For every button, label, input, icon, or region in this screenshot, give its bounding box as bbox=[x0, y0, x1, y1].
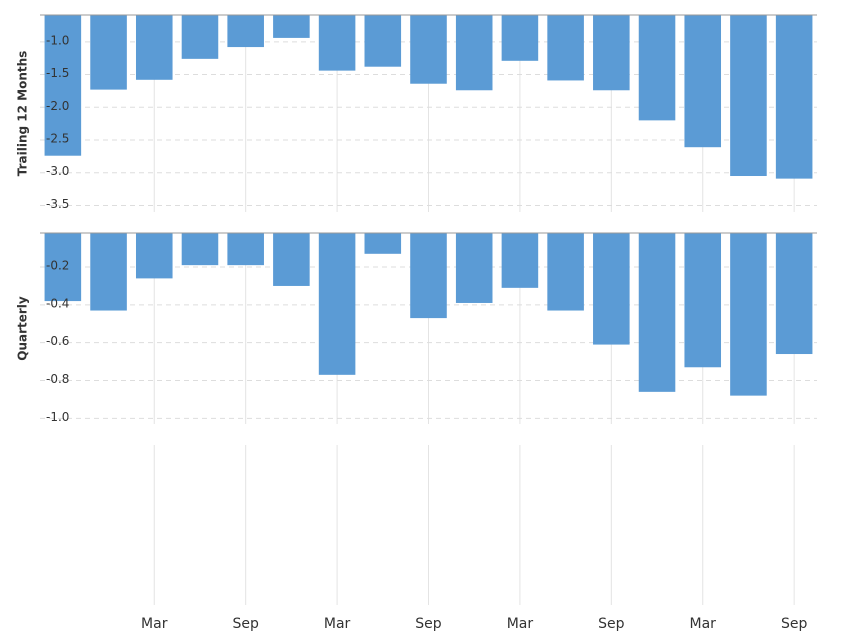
bar bbox=[730, 233, 767, 396]
y-tick-label: -0.2 bbox=[46, 259, 69, 273]
y-axis-title: Trailing 12 Months bbox=[16, 51, 30, 177]
bar bbox=[593, 233, 630, 345]
bar bbox=[90, 233, 127, 311]
bar bbox=[730, 15, 767, 177]
bar bbox=[593, 15, 630, 91]
bar bbox=[318, 233, 356, 375]
x-tick-label: Sep bbox=[598, 616, 625, 632]
bar bbox=[638, 15, 676, 121]
x-tick-label: Sep bbox=[781, 616, 808, 632]
bar bbox=[547, 233, 584, 311]
bar bbox=[547, 15, 584, 81]
bar bbox=[410, 233, 447, 319]
bar bbox=[227, 233, 264, 266]
x-tick-label: Mar bbox=[507, 616, 534, 632]
y-tick-label: -1.0 bbox=[46, 33, 69, 47]
bar bbox=[364, 15, 402, 67]
x-tick-label: Sep bbox=[415, 616, 442, 632]
y-tick-label: -1.5 bbox=[46, 66, 69, 80]
bar bbox=[455, 233, 493, 303]
y-tick-label: -0.6 bbox=[46, 334, 69, 348]
y-tick-label: -3.0 bbox=[46, 164, 69, 178]
y-tick-label: -0.4 bbox=[46, 296, 69, 310]
bar bbox=[227, 15, 264, 48]
bar bbox=[775, 233, 813, 355]
bar bbox=[273, 15, 310, 38]
bar bbox=[501, 233, 539, 288]
x-tick-label: Sep bbox=[232, 616, 259, 632]
y-tick-label: -3.5 bbox=[46, 197, 69, 211]
bar bbox=[410, 15, 447, 84]
y-axis-title: Quarterly bbox=[16, 296, 30, 361]
bar bbox=[90, 15, 127, 90]
bar bbox=[181, 233, 219, 266]
bar bbox=[684, 233, 722, 368]
y-tick-label: -0.8 bbox=[46, 372, 69, 386]
bar bbox=[181, 15, 219, 59]
bar bbox=[44, 15, 82, 156]
x-tick-label: Mar bbox=[324, 616, 351, 632]
y-tick-label: -2.0 bbox=[46, 99, 69, 113]
bar bbox=[455, 15, 493, 91]
bar bbox=[775, 15, 813, 179]
x-tick-label: Mar bbox=[141, 616, 168, 632]
x-tick-label: Mar bbox=[690, 616, 717, 632]
bar bbox=[501, 15, 539, 61]
bar bbox=[364, 233, 402, 254]
bar bbox=[135, 15, 173, 80]
bar bbox=[684, 15, 722, 148]
y-tick-label: -2.5 bbox=[46, 132, 69, 146]
bar bbox=[135, 233, 173, 279]
bar bbox=[638, 233, 676, 392]
bar bbox=[318, 15, 356, 71]
bar bbox=[273, 233, 310, 286]
y-tick-label: -1.0 bbox=[46, 410, 69, 424]
bar bbox=[44, 233, 82, 302]
